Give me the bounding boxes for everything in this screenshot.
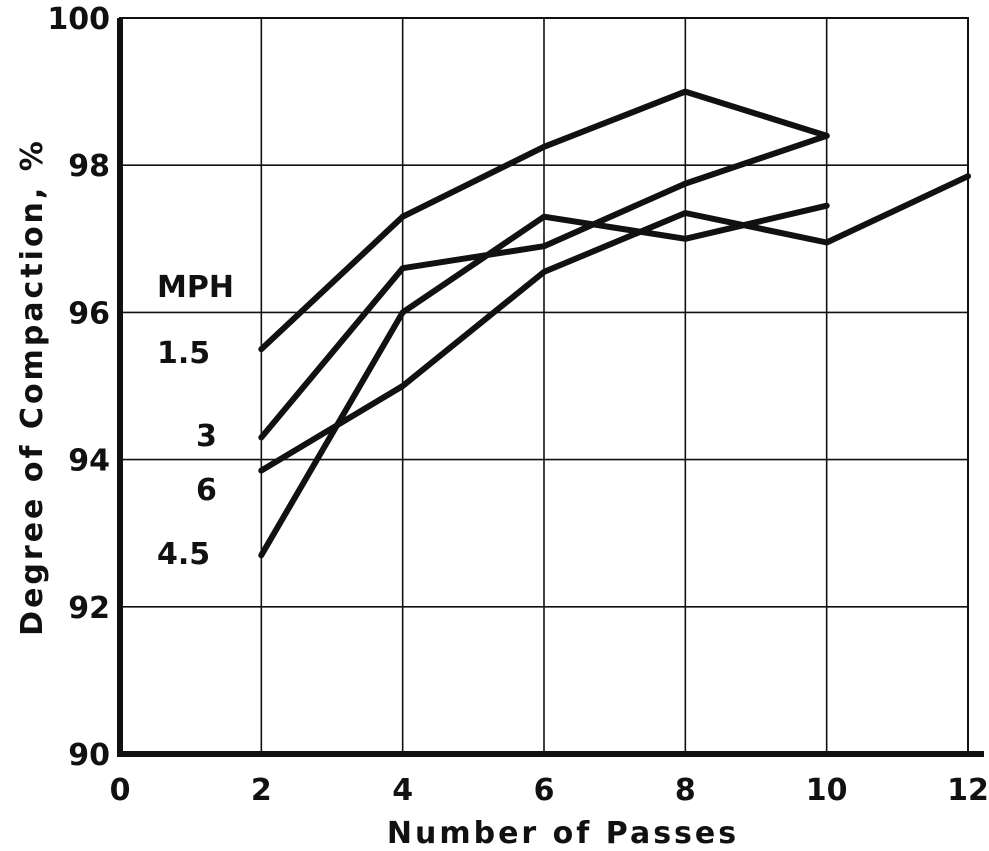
x-tick-label: 0 [110, 773, 131, 808]
series-line-1-5 [258, 88, 830, 353]
series-label-1-5: 1.5 [157, 336, 210, 371]
y-axis-title: Degree of Compaction, % [15, 138, 50, 636]
y-tick-label: 96 [68, 296, 110, 331]
y-tick-label: 94 [68, 444, 110, 479]
x-tick-label: 12 [947, 773, 989, 808]
tick-labels: 0 2 4 6 8 10 12 90 92 94 96 98 100 [47, 2, 989, 808]
series-label-4-5: 4.5 [157, 537, 210, 572]
x-tick-label: 8 [675, 773, 696, 808]
series-label-6: 6 [196, 473, 217, 508]
grid-lines [119, 17, 969, 755]
y-tick-label: 92 [68, 591, 110, 626]
series-line-4-5 [258, 202, 830, 559]
x-tick-label: 6 [534, 773, 555, 808]
y-tick-label: 100 [47, 2, 110, 37]
y-tick-label: 98 [68, 149, 110, 184]
series-label-3: 3 [196, 419, 217, 454]
legend-title: MPH [157, 270, 234, 305]
series-line-3 [258, 132, 830, 441]
x-axis-title: Number of Passes [387, 816, 739, 851]
series-line-6 [258, 173, 971, 474]
x-tick-label: 2 [251, 773, 272, 808]
series-lines [258, 88, 971, 559]
axes [117, 18, 984, 757]
x-tick-label: 10 [806, 773, 848, 808]
y-tick-label: 90 [68, 738, 110, 773]
x-tick-label: 4 [392, 773, 413, 808]
